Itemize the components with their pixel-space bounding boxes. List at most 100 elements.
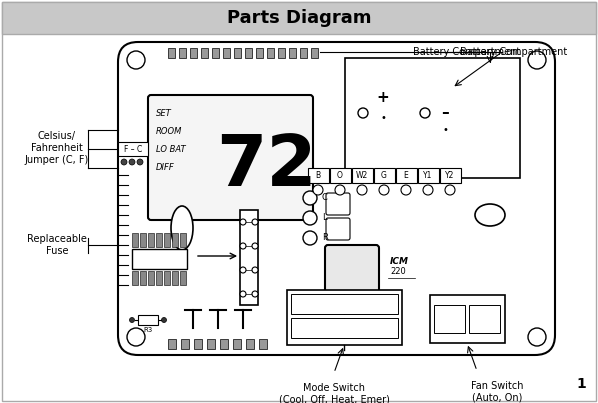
Bar	[374, 168, 395, 183]
Bar	[289, 48, 296, 58]
Circle shape	[303, 211, 317, 225]
Bar	[168, 48, 175, 58]
Circle shape	[528, 51, 546, 69]
Bar	[168, 339, 176, 349]
Circle shape	[252, 243, 258, 249]
Text: DIFF: DIFF	[156, 162, 175, 172]
FancyBboxPatch shape	[326, 193, 350, 215]
Bar	[278, 48, 285, 58]
Text: ICM: ICM	[390, 256, 409, 266]
Text: 1: 1	[576, 377, 586, 391]
FancyBboxPatch shape	[325, 245, 379, 299]
Bar	[434, 305, 465, 333]
Text: Mode Switch
(Cool, Off, Heat, Emer): Mode Switch (Cool, Off, Heat, Emer)	[279, 383, 389, 403]
Bar	[180, 233, 186, 247]
Bar	[164, 233, 170, 247]
Text: 72: 72	[216, 133, 316, 202]
Bar	[201, 48, 208, 58]
Circle shape	[358, 108, 368, 118]
Bar	[212, 48, 219, 58]
Bar	[246, 339, 254, 349]
FancyBboxPatch shape	[118, 42, 555, 355]
Text: LO BAT: LO BAT	[156, 145, 185, 154]
Bar	[172, 233, 178, 247]
Bar	[138, 315, 158, 325]
Text: •: •	[380, 113, 386, 123]
Text: R: R	[322, 233, 328, 243]
Circle shape	[121, 159, 127, 165]
Bar	[172, 271, 178, 285]
Circle shape	[127, 328, 145, 346]
Bar	[234, 48, 241, 58]
Bar	[430, 295, 505, 343]
Circle shape	[357, 185, 367, 195]
Text: Replaceable
Fuse: Replaceable Fuse	[27, 234, 87, 256]
Text: SET: SET	[156, 108, 172, 118]
Bar	[287, 290, 402, 345]
Text: Celsius/
Fahrenheit
Jumper (C, F): Celsius/ Fahrenheit Jumper (C, F)	[25, 131, 89, 164]
Circle shape	[240, 267, 246, 273]
Text: •: •	[442, 125, 448, 135]
Bar	[190, 48, 197, 58]
Bar	[240, 210, 258, 305]
FancyBboxPatch shape	[326, 218, 350, 240]
Circle shape	[423, 185, 433, 195]
Bar	[267, 48, 274, 58]
Ellipse shape	[475, 204, 505, 226]
Circle shape	[420, 108, 430, 118]
Bar	[330, 168, 351, 183]
Bar	[469, 305, 500, 333]
FancyBboxPatch shape	[148, 95, 313, 220]
Bar	[223, 48, 230, 58]
Circle shape	[252, 267, 258, 273]
Bar	[179, 48, 186, 58]
Text: F – C: F – C	[124, 145, 142, 154]
Text: C: C	[322, 193, 328, 202]
Circle shape	[252, 291, 258, 297]
Text: –: –	[441, 106, 449, 120]
Text: Y1: Y1	[423, 170, 433, 179]
Bar	[132, 249, 187, 269]
Circle shape	[313, 185, 323, 195]
Circle shape	[303, 191, 317, 205]
Bar	[164, 271, 170, 285]
Bar	[140, 233, 146, 247]
Bar	[181, 339, 189, 349]
Bar	[291, 294, 398, 314]
Text: Battery Compartment: Battery Compartment	[460, 47, 568, 57]
Text: 220: 220	[390, 268, 406, 276]
Bar	[256, 48, 263, 58]
Bar	[180, 271, 186, 285]
Circle shape	[240, 243, 246, 249]
Bar	[156, 271, 162, 285]
Bar	[132, 271, 138, 285]
Circle shape	[127, 51, 145, 69]
Bar	[300, 48, 307, 58]
Bar	[148, 271, 154, 285]
Bar	[148, 233, 154, 247]
Bar	[194, 339, 202, 349]
Circle shape	[445, 185, 455, 195]
Text: Battery Compartment: Battery Compartment	[413, 47, 520, 57]
Text: L: L	[322, 214, 327, 222]
Text: B: B	[315, 170, 321, 179]
Circle shape	[379, 185, 389, 195]
Text: Y2: Y2	[446, 170, 454, 179]
Ellipse shape	[171, 206, 193, 250]
Bar	[311, 48, 318, 58]
Bar	[291, 318, 398, 338]
Bar	[156, 233, 162, 247]
Text: +: +	[377, 91, 389, 106]
Circle shape	[303, 231, 317, 245]
Bar	[352, 168, 373, 183]
Bar	[259, 339, 267, 349]
Circle shape	[528, 328, 546, 346]
Bar	[345, 58, 520, 178]
Circle shape	[240, 219, 246, 225]
Text: W2: W2	[356, 170, 368, 179]
Circle shape	[130, 318, 135, 322]
Text: R3: R3	[144, 327, 152, 333]
Bar	[440, 168, 461, 183]
Bar	[118, 142, 148, 156]
Circle shape	[137, 159, 143, 165]
